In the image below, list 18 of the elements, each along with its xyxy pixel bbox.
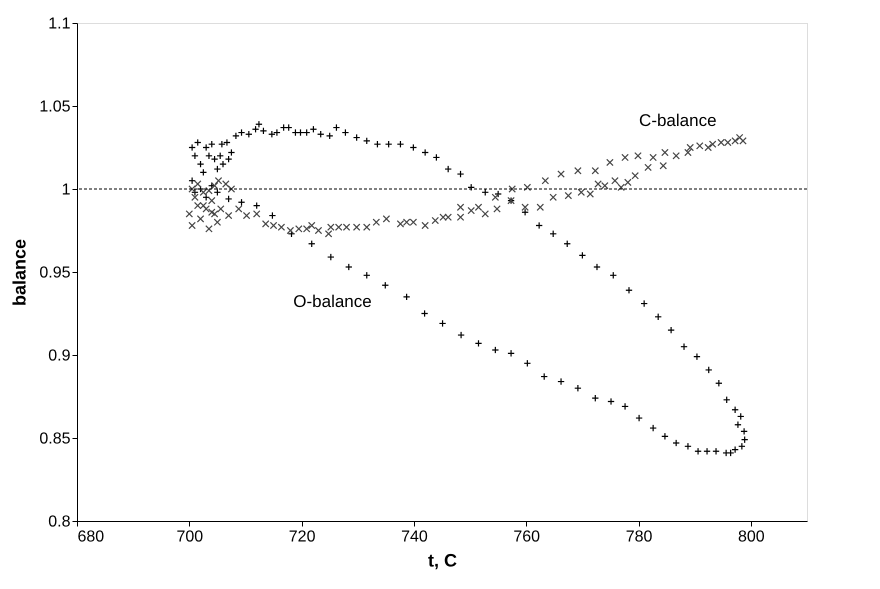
y-axis-title: balance xyxy=(9,238,30,306)
x-tick-label: 720 xyxy=(288,528,316,546)
series-label: O-balance xyxy=(293,292,372,311)
y-tick-label: 1 xyxy=(62,182,71,198)
x-tick-label: 780 xyxy=(626,528,652,546)
x-tick-label: 680 xyxy=(78,528,104,546)
y-tick-label: 0.85 xyxy=(39,430,71,448)
x-tick-label: 760 xyxy=(513,528,540,546)
y-tick-label: 0.9 xyxy=(48,348,71,364)
x-tick-label: 700 xyxy=(176,528,204,546)
y-tick-label: 0.8 xyxy=(48,514,71,530)
y-tick-label: 0.95 xyxy=(39,264,71,282)
x-tick-label: 800 xyxy=(738,528,765,546)
y-tick-label: 1.05 xyxy=(39,98,71,116)
series-label: C-balance xyxy=(639,111,717,130)
y-tick-label: 1.1 xyxy=(48,16,71,32)
x-tick-label: 740 xyxy=(401,528,428,546)
x-axis-title: t, C xyxy=(428,550,457,570)
